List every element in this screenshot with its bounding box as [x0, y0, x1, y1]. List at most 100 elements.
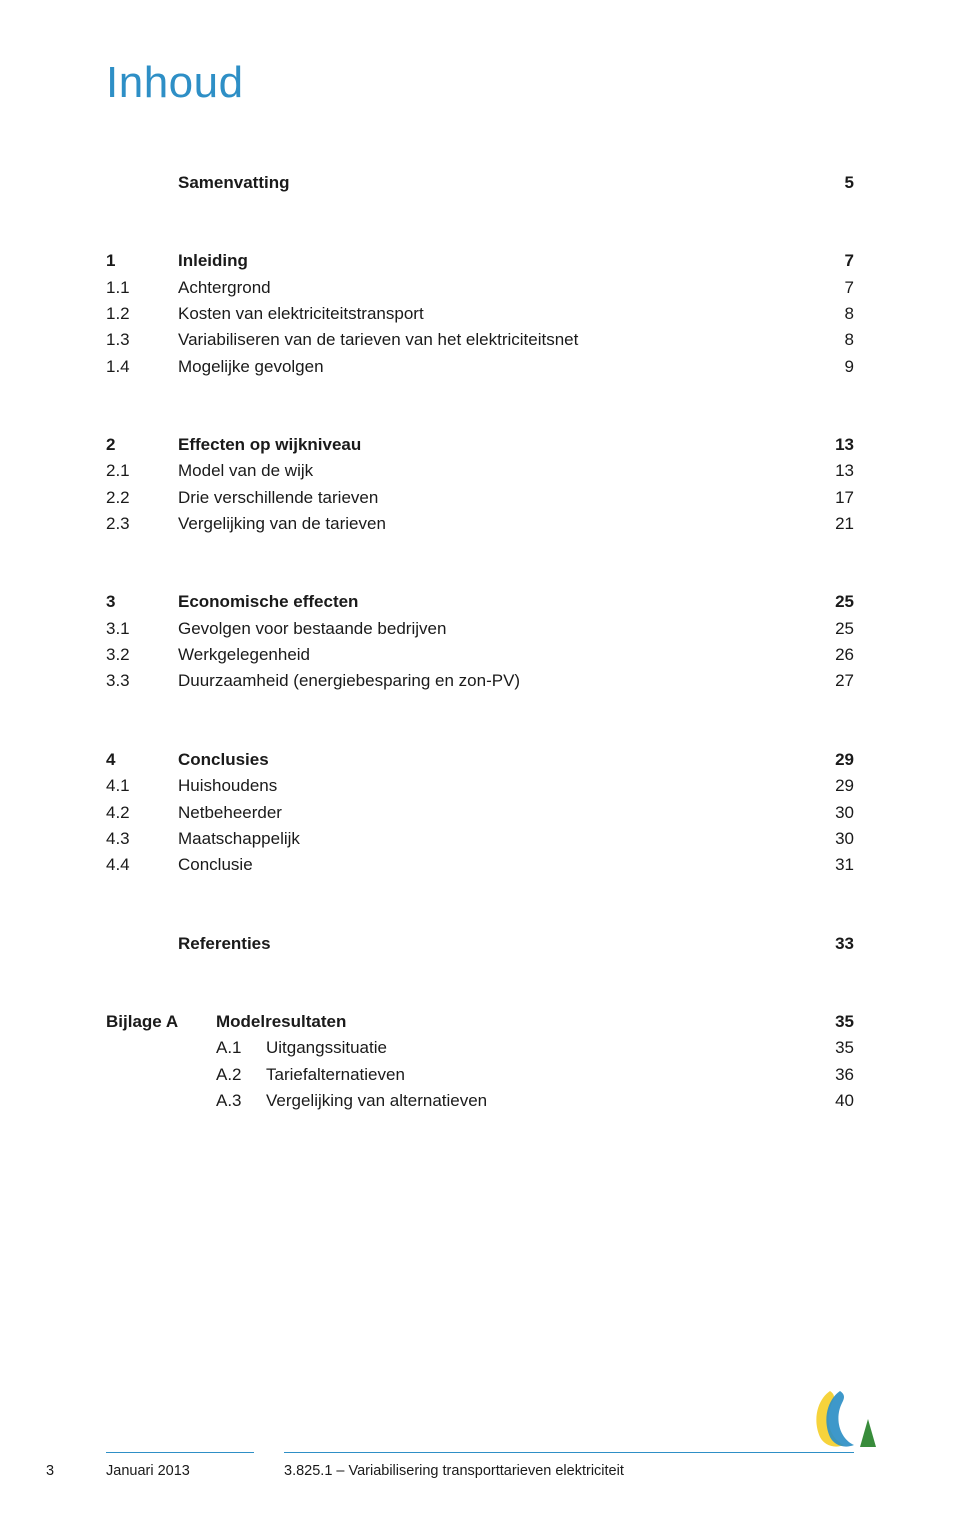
table-of-contents: Samenvatting51Inleiding71.1Achtergrond71… [106, 170, 854, 1114]
toc-entry-page: 35 [814, 1035, 854, 1061]
toc-block: Samenvatting5 [106, 170, 854, 196]
toc-entry-number: 4.1 [106, 773, 178, 799]
toc-row: A.2Tariefalternatieven36 [106, 1062, 854, 1088]
footer-rules [46, 1452, 854, 1453]
toc-entry-page: 36 [814, 1062, 854, 1088]
toc-entry-page: 25 [814, 616, 854, 642]
toc-row: 1Inleiding7 [106, 248, 854, 274]
toc-entry-number: 2 [106, 432, 178, 458]
toc-block: 3Economische effecten253.1Gevolgen voor … [106, 589, 854, 694]
toc-entry-number: 3 [106, 589, 178, 615]
toc-entry-number: 1.1 [106, 275, 178, 301]
toc-entry-label: Tariefalternatieven [266, 1062, 814, 1088]
toc-entry-label: Conclusies [178, 747, 814, 773]
toc-entry-label: Netbeheerder [178, 800, 814, 826]
toc-row: 2.1Model van de wijk13 [106, 458, 854, 484]
toc-entry-number: A.1 [216, 1035, 266, 1061]
toc-entry-label: Inleiding [178, 248, 814, 274]
toc-entry-number: A.3 [216, 1088, 266, 1114]
toc-entry-label: Maatschappelijk [178, 826, 814, 852]
toc-entry-page: 17 [814, 485, 854, 511]
toc-row: 4.2Netbeheerder30 [106, 800, 854, 826]
toc-entry-page: 13 [814, 432, 854, 458]
toc-row: 3.1Gevolgen voor bestaande bedrijven25 [106, 616, 854, 642]
footer-rule-short [106, 1452, 254, 1453]
toc-block: 4Conclusies294.1Huishoudens294.2Netbehee… [106, 747, 854, 879]
toc-entry-label: Vergelijking van de tarieven [178, 511, 814, 537]
toc-entry-number: 3.1 [106, 616, 178, 642]
toc-entry-number: 3.3 [106, 668, 178, 694]
toc-block: 1Inleiding71.1Achtergrond71.2Kosten van … [106, 248, 854, 380]
toc-entry-label: Referenties [178, 931, 814, 957]
toc-row: A.1Uitgangssituatie35 [106, 1035, 854, 1061]
toc-row: 4.4Conclusie31 [106, 852, 854, 878]
page-title: Inhoud [106, 58, 854, 108]
toc-entry-label: Mogelijke gevolgen [178, 354, 814, 380]
toc-row: 1.2Kosten van elektriciteitstransport8 [106, 301, 854, 327]
toc-entry-label: Gevolgen voor bestaande bedrijven [178, 616, 814, 642]
toc-entry-label: Economische effecten [178, 589, 814, 615]
toc-entry-label: Variabiliseren van de tarieven van het e… [178, 327, 814, 353]
toc-entry-page: 29 [814, 773, 854, 799]
toc-entry-label: Conclusie [178, 852, 814, 878]
toc-entry-page: 7 [814, 248, 854, 274]
toc-entry-label: Drie verschillende tarieven [178, 485, 814, 511]
toc-entry-label: Kosten van elektriciteitstransport [178, 301, 814, 327]
toc-row: 1.1Achtergrond7 [106, 275, 854, 301]
toc-row: 3.2Werkgelegenheid26 [106, 642, 854, 668]
toc-entry-label: Werkgelegenheid [178, 642, 814, 668]
toc-entry-number: 1 [106, 248, 178, 274]
toc-entry-number: 1.4 [106, 354, 178, 380]
toc-entry-page: 9 [814, 354, 854, 380]
toc-row: 4.3Maatschappelijk30 [106, 826, 854, 852]
toc-entry-page: 21 [814, 511, 854, 537]
page: Inhoud Samenvatting5 1Inleiding71.1Achter… [0, 0, 960, 1521]
toc-row: 3Economische effecten25 [106, 589, 854, 615]
toc-entry-number: 4.4 [106, 852, 178, 878]
toc-appendix-block: Bijlage AModelresultaten35A.1Uitgangssit… [106, 1009, 854, 1114]
toc-entry-label: Modelresultaten [216, 1009, 814, 1035]
toc-entry-number: 3.2 [106, 642, 178, 668]
toc-entry-page: 26 [814, 642, 854, 668]
toc-entry-number: Bijlage A [106, 1009, 216, 1035]
logo-icon [810, 1389, 876, 1449]
toc-entry-number: A.2 [216, 1062, 266, 1088]
footer-rule-long [284, 1452, 854, 1453]
toc-row: 4Conclusies29 [106, 747, 854, 773]
toc-entry-page: 8 [814, 301, 854, 327]
toc-entry-label: Uitgangssituatie [266, 1035, 814, 1061]
toc-entry-number: 2.3 [106, 511, 178, 537]
toc-entry-label: Samenvatting [178, 170, 814, 196]
toc-entry-number: 2.2 [106, 485, 178, 511]
toc-entry-number: 2.1 [106, 458, 178, 484]
toc-entry-page: 13 [814, 458, 854, 484]
toc-row: 3.3Duurzaamheid (energiebesparing en zon… [106, 668, 854, 694]
footer-page-number: 3 [46, 1463, 106, 1479]
toc-entry-number: 4.2 [106, 800, 178, 826]
toc-entry-page: 5 [814, 170, 854, 196]
toc-row: Referenties33 [106, 931, 854, 957]
footer-doc-title: 3.825.1 – Variabilisering transporttarie… [284, 1463, 854, 1479]
toc-entry-number: 4 [106, 747, 178, 773]
toc-row: 2.3Vergelijking van de tarieven21 [106, 511, 854, 537]
toc-row: Bijlage AModelresultaten35 [106, 1009, 854, 1035]
toc-entry-page: 7 [814, 275, 854, 301]
toc-entry-label: Duurzaamheid (energiebesparing en zon-PV… [178, 668, 814, 694]
toc-entry-page: 33 [814, 931, 854, 957]
toc-row: 4.1Huishoudens29 [106, 773, 854, 799]
toc-row: A.3Vergelijking van alternatieven40 [106, 1088, 854, 1114]
toc-entry-page: 8 [814, 327, 854, 353]
toc-entry-page: 27 [814, 668, 854, 694]
toc-entry-number: 1.2 [106, 301, 178, 327]
toc-entry-page: 25 [814, 589, 854, 615]
toc-entry-number: 4.3 [106, 826, 178, 852]
toc-row: 2.2Drie verschillende tarieven17 [106, 485, 854, 511]
page-footer: 3 Januari 2013 3.825.1 – Variabilisering… [0, 1452, 960, 1479]
toc-entry-page: 40 [814, 1088, 854, 1114]
toc-entry-page: 30 [814, 826, 854, 852]
toc-entry-number: 1.3 [106, 327, 178, 353]
toc-block: 2Effecten op wijkniveau132.1Model van de… [106, 432, 854, 537]
toc-entry-page: 29 [814, 747, 854, 773]
toc-block: Referenties33 [106, 931, 854, 957]
toc-entry-label: Effecten op wijkniveau [178, 432, 814, 458]
